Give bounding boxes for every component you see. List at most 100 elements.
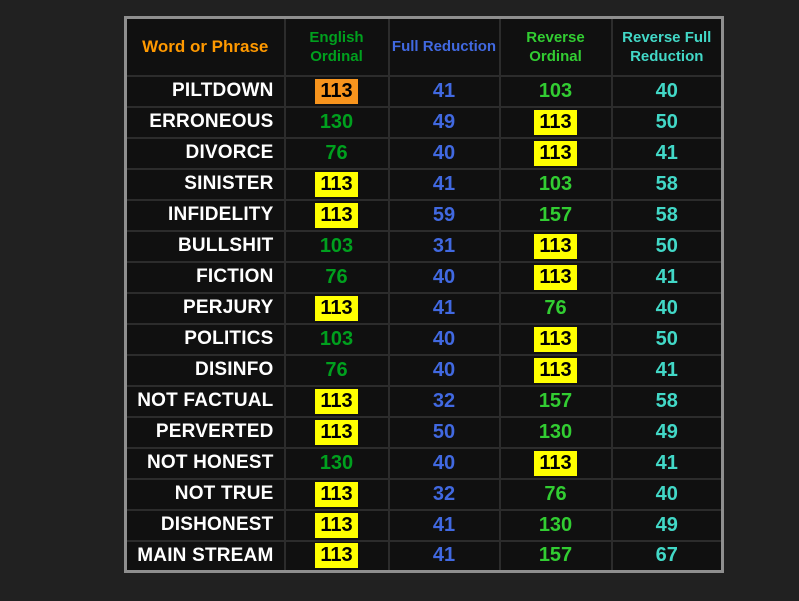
table-row: FICTION 76 40 113 41 [124, 260, 724, 294]
column-header-reverse-ordinal: Reverse Ordinal [498, 16, 613, 77]
word-cell[interactable]: PILTDOWN [124, 74, 286, 108]
value-cell-full-reduction[interactable]: 40 [387, 322, 501, 356]
value-cell-reverse-ordinal[interactable]: 113 [498, 136, 613, 170]
table-row: SINISTER 113 41 103 58 [124, 167, 724, 201]
table-row: NOT TRUE 113 32 76 40 [124, 477, 724, 511]
value-cell-english-ordinal[interactable]: 113 [283, 477, 390, 511]
value-cell-english-ordinal[interactable]: 113 [283, 167, 390, 201]
value-cell-english-ordinal[interactable]: 113 [283, 198, 390, 232]
value-cell-english-ordinal[interactable]: 113 [283, 384, 390, 418]
value-cell-full-reduction[interactable]: 50 [387, 415, 501, 449]
highlighted-value: 113 [534, 326, 577, 352]
value: 40 [432, 265, 456, 288]
word-cell[interactable]: DISINFO [124, 353, 286, 387]
value-cell-full-reduction[interactable]: 41 [387, 508, 501, 542]
value-cell-full-reduction[interactable]: 40 [387, 136, 501, 170]
value-cell-reverse-full-reduction[interactable]: 58 [610, 167, 724, 201]
value-cell-reverse-full-reduction[interactable]: 40 [610, 74, 724, 108]
value-cell-full-reduction[interactable]: 32 [387, 477, 501, 511]
value: 49 [655, 513, 678, 536]
value-cell-english-ordinal[interactable]: 113 [283, 415, 390, 449]
value-cell-reverse-full-reduction[interactable]: 67 [610, 539, 724, 573]
value-cell-reverse-full-reduction[interactable]: 41 [610, 260, 724, 294]
value-cell-reverse-ordinal[interactable]: 113 [498, 322, 613, 356]
word-cell[interactable]: BULLSHIT [124, 229, 286, 263]
value-cell-reverse-full-reduction[interactable]: 50 [610, 322, 724, 356]
word-cell[interactable]: MAIN STREAM [124, 539, 286, 573]
value-cell-full-reduction[interactable]: 41 [387, 167, 501, 201]
value-cell-reverse-ordinal[interactable]: 103 [498, 167, 613, 201]
value: 49 [655, 420, 678, 443]
value-cell-full-reduction[interactable]: 40 [387, 353, 501, 387]
word-cell[interactable]: SINISTER [124, 167, 286, 201]
value-cell-english-ordinal[interactable]: 113 [283, 291, 390, 325]
value-cell-reverse-ordinal[interactable]: 76 [498, 477, 613, 511]
value-cell-english-ordinal[interactable]: 113 [283, 74, 390, 108]
word-cell[interactable]: FICTION [124, 260, 286, 294]
value-cell-reverse-ordinal[interactable]: 130 [498, 508, 613, 542]
value-cell-full-reduction[interactable]: 41 [387, 539, 501, 573]
word-cell[interactable]: DIVORCE [124, 136, 286, 170]
value: 58 [655, 203, 678, 226]
value: 40 [655, 79, 678, 102]
value-cell-reverse-ordinal[interactable]: 113 [498, 353, 613, 387]
value-cell-full-reduction[interactable]: 40 [387, 446, 501, 480]
word-cell[interactable]: DISHONEST [124, 508, 286, 542]
word-cell[interactable]: NOT HONEST [124, 446, 286, 480]
value-cell-english-ordinal[interactable]: 103 [283, 229, 390, 263]
value-cell-reverse-full-reduction[interactable]: 49 [610, 415, 724, 449]
value-cell-reverse-ordinal[interactable]: 113 [498, 105, 613, 139]
word-cell[interactable]: ERRONEOUS [124, 105, 286, 139]
value-cell-reverse-ordinal[interactable]: 157 [498, 539, 613, 573]
value-cell-full-reduction[interactable]: 41 [387, 291, 501, 325]
value-cell-full-reduction[interactable]: 31 [387, 229, 501, 263]
value: 58 [655, 172, 678, 195]
highlighted-value: 113 [315, 171, 358, 197]
value-cell-reverse-ordinal[interactable]: 113 [498, 260, 613, 294]
value-cell-reverse-ordinal[interactable]: 76 [498, 291, 613, 325]
value-cell-reverse-ordinal[interactable]: 103 [498, 74, 613, 108]
value-cell-reverse-full-reduction[interactable]: 50 [610, 229, 724, 263]
value-cell-reverse-full-reduction[interactable]: 41 [610, 353, 724, 387]
value-cell-english-ordinal[interactable]: 113 [283, 539, 390, 573]
value-cell-full-reduction[interactable]: 49 [387, 105, 501, 139]
value-cell-reverse-full-reduction[interactable]: 40 [610, 291, 724, 325]
value-cell-english-ordinal[interactable]: 103 [283, 322, 390, 356]
table-row: DIVORCE 76 40 113 41 [124, 136, 724, 170]
word-cell[interactable]: INFIDELITY [124, 198, 286, 232]
value: 41 [432, 172, 456, 195]
value-cell-full-reduction[interactable]: 40 [387, 260, 501, 294]
value: 157 [538, 389, 573, 412]
word-cell[interactable]: NOT TRUE [124, 477, 286, 511]
word-cell[interactable]: NOT FACTUAL [124, 384, 286, 418]
value-cell-full-reduction[interactable]: 32 [387, 384, 501, 418]
value-cell-reverse-full-reduction[interactable]: 58 [610, 384, 724, 418]
value-cell-reverse-ordinal[interactable]: 113 [498, 446, 613, 480]
value-cell-reverse-ordinal[interactable]: 157 [498, 384, 613, 418]
value-cell-reverse-ordinal[interactable]: 157 [498, 198, 613, 232]
value-cell-reverse-full-reduction[interactable]: 41 [610, 136, 724, 170]
value-cell-reverse-full-reduction[interactable]: 58 [610, 198, 724, 232]
value: 157 [538, 544, 573, 567]
word-cell[interactable]: PERVERTED [124, 415, 286, 449]
value-cell-reverse-full-reduction[interactable]: 49 [610, 508, 724, 542]
value: 76 [325, 141, 348, 164]
word-cell[interactable]: PERJURY [124, 291, 286, 325]
value-cell-english-ordinal[interactable]: 76 [283, 136, 390, 170]
value-cell-full-reduction[interactable]: 41 [387, 74, 501, 108]
value-cell-reverse-full-reduction[interactable]: 41 [610, 446, 724, 480]
value-cell-english-ordinal[interactable]: 113 [283, 508, 390, 542]
value-cell-english-ordinal[interactable]: 76 [283, 260, 390, 294]
word-cell[interactable]: POLITICS [124, 322, 286, 356]
value-cell-english-ordinal[interactable]: 130 [283, 105, 390, 139]
value-cell-reverse-ordinal[interactable]: 113 [498, 229, 613, 263]
value-cell-reverse-full-reduction[interactable]: 40 [610, 477, 724, 511]
value-cell-english-ordinal[interactable]: 130 [283, 446, 390, 480]
value-cell-reverse-full-reduction[interactable]: 50 [610, 105, 724, 139]
table-row: PERJURY 113 41 76 40 [124, 291, 724, 325]
value-cell-full-reduction[interactable]: 59 [387, 198, 501, 232]
value-cell-english-ordinal[interactable]: 76 [283, 353, 390, 387]
value: 40 [655, 482, 678, 505]
value: 41 [655, 451, 678, 474]
value-cell-reverse-ordinal[interactable]: 130 [498, 415, 613, 449]
